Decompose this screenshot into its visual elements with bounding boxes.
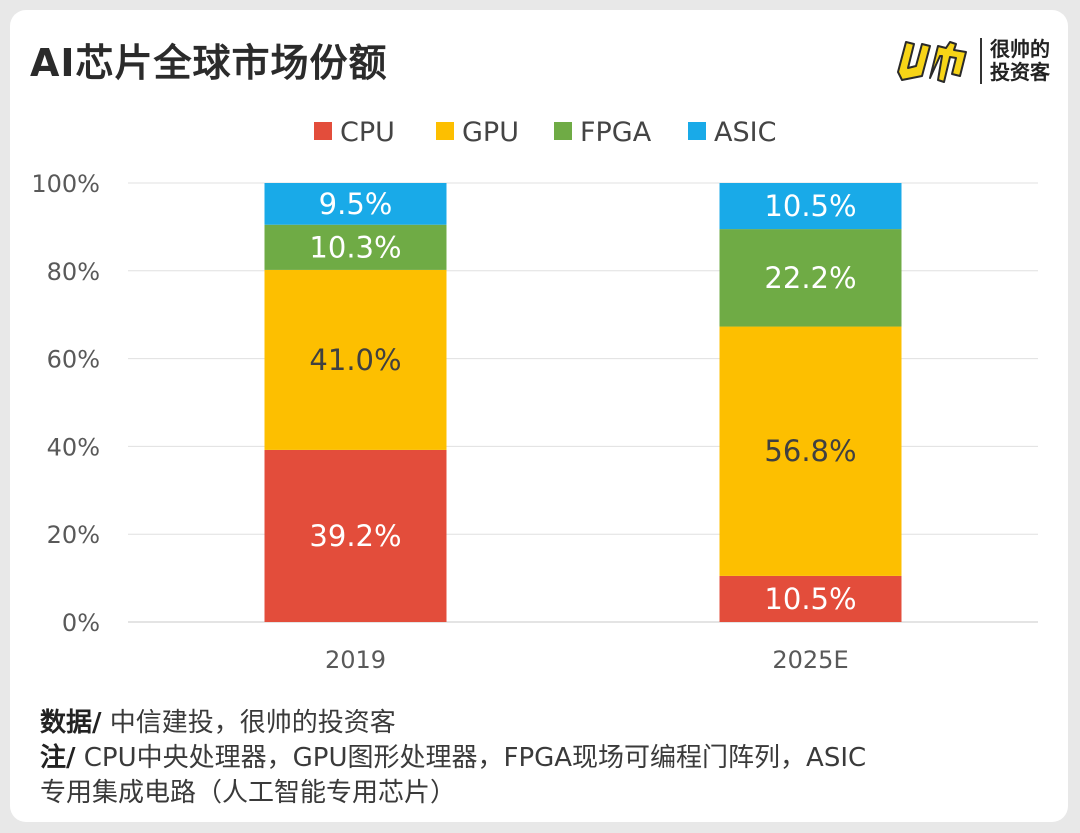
data-label: 10.5%: [764, 189, 856, 223]
data-label: 10.3%: [309, 230, 401, 264]
bar-segment-fpga-2025e: [719, 229, 902, 327]
page-title: AI芯片全球市场份额: [30, 41, 388, 85]
data-label: 10.5%: [764, 582, 856, 616]
y-tick-label: 60%: [47, 346, 100, 374]
footer-notes: 数据/ 中信建投，很帅的投资客 注/ CPU中央处理器，GPU图形处理器，FPG…: [40, 706, 866, 811]
data-label: 56.8%: [764, 434, 856, 468]
x-tick-label: 2019: [325, 646, 386, 674]
legend-swatch-asic: [688, 122, 706, 140]
bar-segment-gpu-2019: [264, 269, 447, 450]
data-label: 41.0%: [309, 343, 401, 377]
legend-swatch-cpu: [314, 122, 332, 140]
legend-swatch-fpga: [554, 122, 572, 140]
legend-swatch-gpu: [436, 122, 454, 140]
data-label: 22.2%: [764, 261, 856, 295]
y-tick-label: 20%: [47, 521, 100, 549]
source-text: 中信建投，很帅的投资客: [101, 708, 396, 738]
legend-label-fpga: FPGA: [580, 117, 652, 148]
bar-segment-asic-2025e: [719, 183, 902, 230]
brand-name: 很帅的 投资客: [990, 38, 1050, 84]
y-tick-label: 0%: [62, 609, 100, 637]
data-label: 9.5%: [319, 187, 393, 221]
source-key: 数据/: [40, 708, 102, 738]
legend-label-asic: ASIC: [714, 117, 776, 148]
brand-line-1: 很帅的: [990, 37, 1050, 61]
note-text: CPU中央处理器，GPU图形处理器，FPGA现场可编程门阵列，ASIC: [75, 743, 867, 773]
note-line-2: 专用集成电路（人工智能专用芯片）: [40, 778, 457, 808]
y-tick-label: 40%: [47, 433, 100, 461]
brand-mark-icon: [897, 41, 967, 83]
bar-segment-asic-2019: [264, 183, 447, 225]
x-tick-label: 2025E: [772, 646, 848, 674]
brand-divider: [980, 38, 982, 84]
note-key: 注/: [40, 743, 76, 773]
brand-logo: 很帅的 投资客: [892, 34, 1050, 88]
legend-label-cpu: CPU: [340, 117, 395, 148]
y-tick-label: 100%: [31, 170, 100, 198]
bar-segment-cpu-2025e: [719, 575, 902, 622]
legend-label-gpu: GPU: [462, 117, 519, 148]
data-label: 39.2%: [309, 519, 401, 553]
source-line: 数据/ 中信建投，很帅的投资客: [40, 706, 866, 741]
bar-segment-gpu-2025e: [719, 326, 902, 576]
brand-line-2: 投资客: [990, 60, 1050, 84]
bar-segment-fpga-2019: [264, 224, 447, 270]
note-line: 注/ CPU中央处理器，GPU图形处理器，FPGA现场可编程门阵列，ASIC: [40, 741, 866, 776]
bar-segment-cpu-2019: [264, 449, 447, 622]
y-tick-label: 80%: [47, 258, 100, 286]
